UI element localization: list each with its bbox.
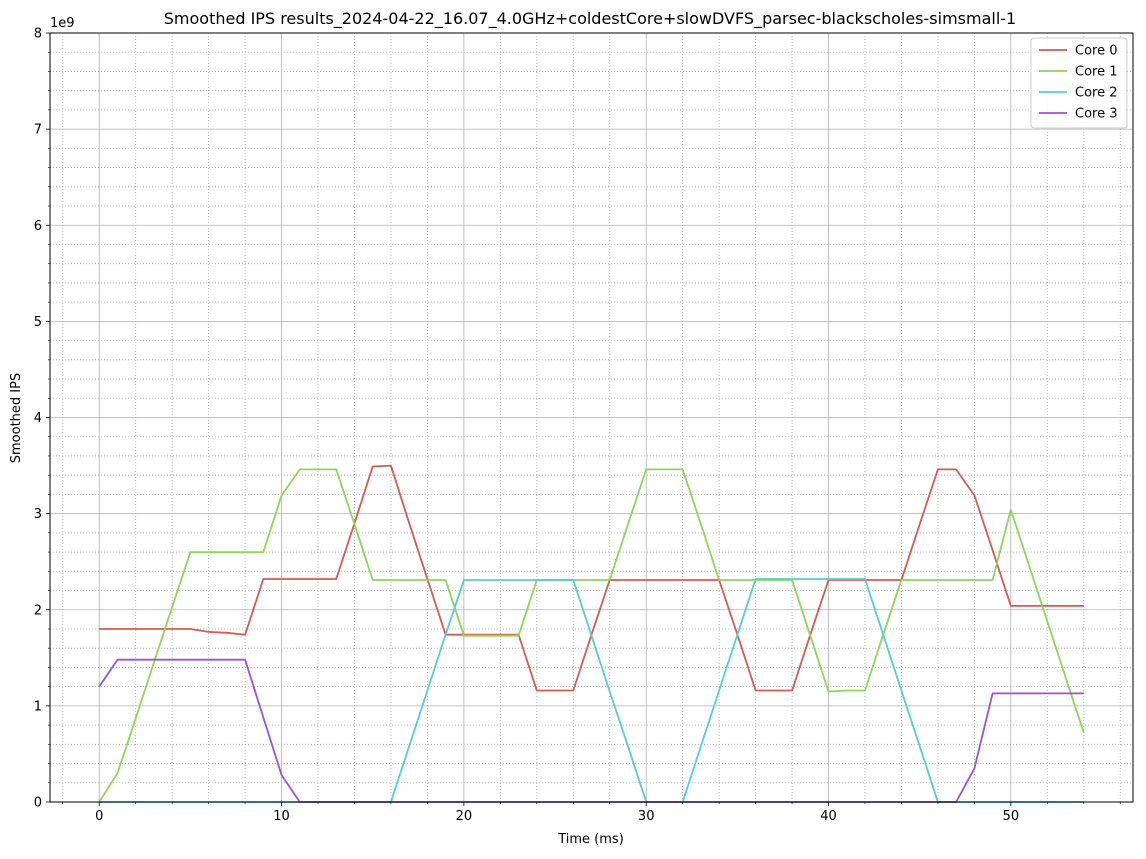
y-axis-scale-label: 1e9 [50, 16, 75, 31]
legend-label-core-2: Core 2 [1075, 86, 1118, 101]
legend-label-core-0: Core 0 [1075, 44, 1118, 59]
y-tick-label: 5 [34, 315, 42, 330]
series-line-core-1 [98, 468, 1085, 803]
x-tick-label: 0 [95, 809, 103, 824]
y-tick-label: 2 [34, 603, 42, 618]
y-axis-label: Smoothed IPS [9, 373, 24, 463]
chart-title: Smoothed IPS results_2024-04-22_16.07_4.… [164, 9, 1016, 29]
x-axis: 0 10 20 30 40 50 [62, 802, 1121, 824]
x-tick-label: 20 [456, 809, 473, 824]
y-tick-label: 7 [34, 123, 42, 138]
legend-label-core-1: Core 1 [1075, 65, 1118, 80]
legend: Core 0 Core 1 Core 2 Core 3 [1030, 37, 1128, 129]
x-axis-label: Time (ms) [557, 832, 624, 847]
x-tick-label: 40 [820, 809, 837, 824]
y-tick-label: 6 [34, 219, 42, 234]
y-tick-label: 1 [34, 699, 42, 714]
y-axis: 0 1 2 3 4 5 6 7 8 [34, 27, 50, 811]
x-tick-label: 10 [273, 809, 290, 824]
major-grid [50, 32, 1133, 803]
y-tick-label: 8 [34, 27, 42, 42]
legend-box [1030, 37, 1128, 129]
y-tick-label: 0 [34, 796, 42, 811]
x-tick-label: 30 [638, 809, 655, 824]
y-tick-label: 3 [34, 507, 42, 522]
x-tick-label: 50 [1003, 809, 1020, 824]
y-tick-label: 4 [34, 411, 42, 426]
legend-label-core-3: Core 3 [1075, 107, 1118, 122]
